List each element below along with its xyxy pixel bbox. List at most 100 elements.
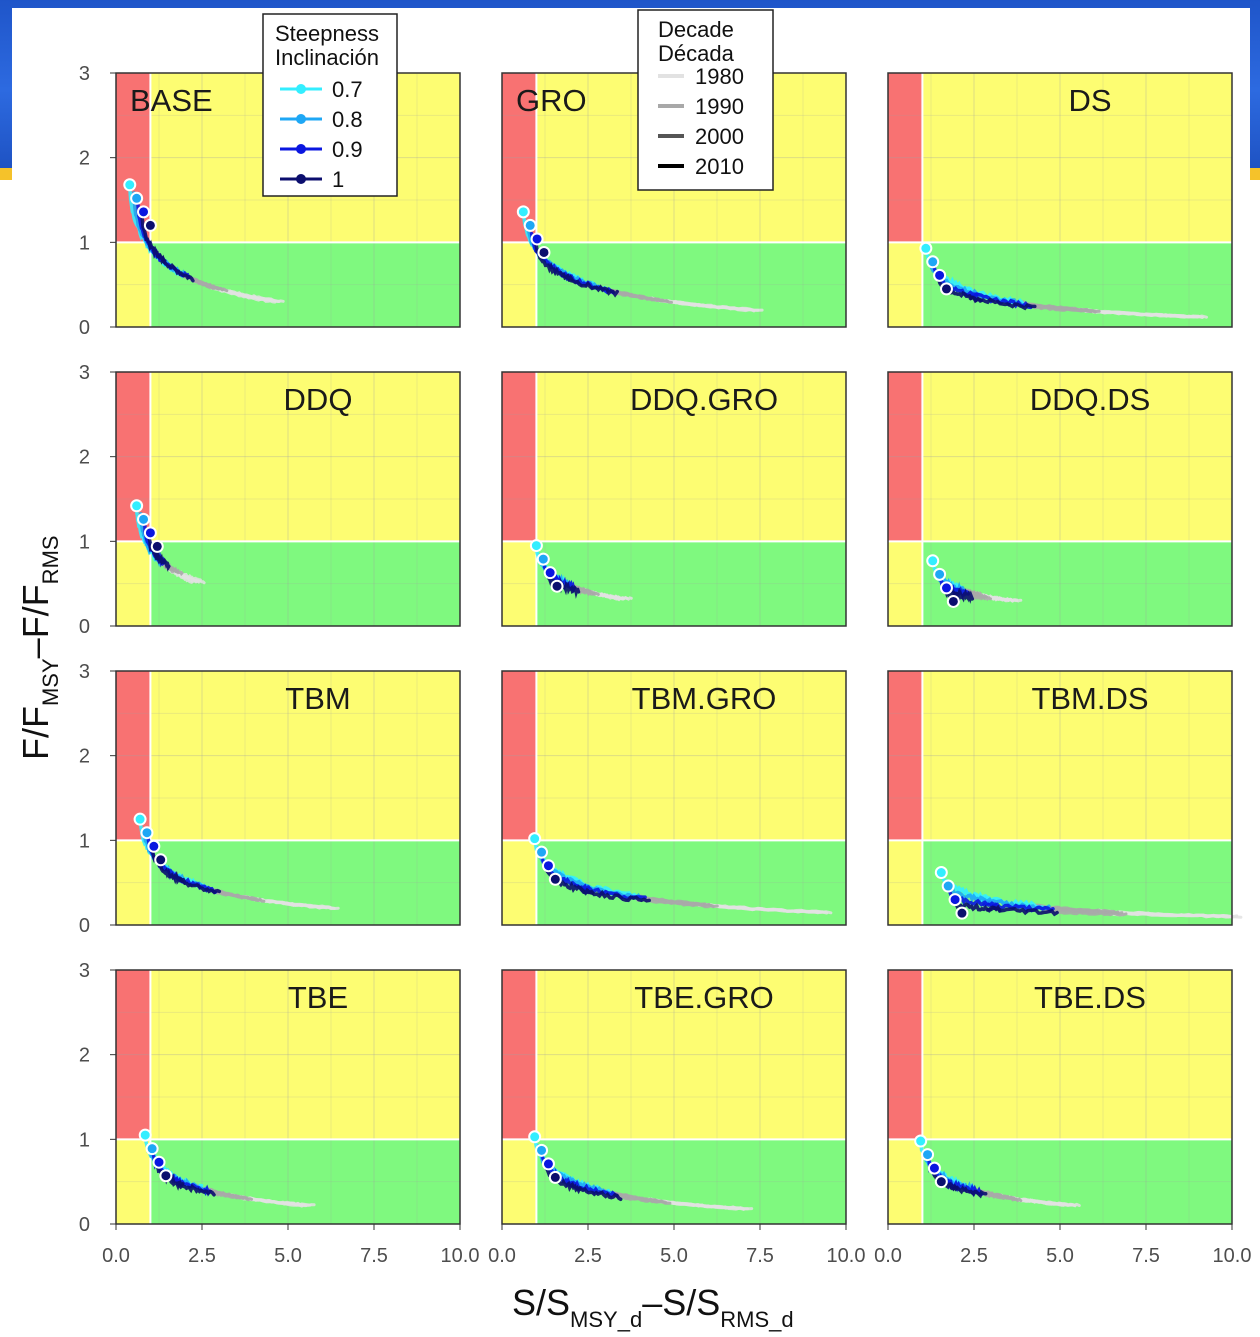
x-tick-label: 5.0 [660, 1245, 688, 1267]
zone-overfished [502, 970, 537, 1140]
panel-ddq-ds: DDQ.DS [887, 371, 1233, 627]
start-point-0.7 [138, 1128, 152, 1142]
x-axis-title-main: S/S [512, 1282, 570, 1323]
y-tick-label: 0 [79, 915, 90, 937]
start-point-0.7 [914, 1134, 928, 1148]
trajectory-1-1980 [701, 903, 833, 915]
x-tick-label: 10.0 [1213, 1245, 1252, 1267]
legend-decade-title-1: Decade [658, 17, 734, 42]
y-axis-title-sub2: RMS [38, 535, 63, 584]
y-tick-label: 2 [79, 148, 90, 170]
start-point-0.8 [941, 879, 955, 893]
start-point-1 [143, 218, 157, 232]
trajectories [123, 178, 285, 304]
panel-ddq-gro: DDQ.GRO [501, 371, 847, 627]
trajectory-1-1990 [210, 889, 266, 903]
start-point-0.7 [516, 205, 530, 219]
legend-steepness-key-point [296, 114, 306, 124]
trajectory-0.8-2010 [943, 881, 994, 905]
zone-healthy [536, 1139, 846, 1224]
y-tick-label: 0 [79, 616, 90, 638]
x-tick-label: 0.0 [874, 1245, 902, 1267]
y-tick-label: 0 [79, 1214, 90, 1236]
legend-steepness-box [262, 13, 398, 197]
start-point-0.7 [133, 812, 147, 826]
start-point-0.9 [147, 839, 161, 853]
svg-text:S/SMSY_d–S/SRMS_d: S/SMSY_d–S/SRMS_d [512, 1282, 794, 1332]
start-point-0.9 [541, 1157, 555, 1171]
start-point-0.9 [143, 526, 157, 540]
trajectory-1-1980 [985, 596, 1023, 603]
start-point-0.7 [919, 241, 933, 255]
legend-steepness-label: 0.7 [332, 77, 363, 102]
start-point-0.9 [933, 268, 947, 282]
start-point-0.8 [137, 512, 151, 526]
zone-overfished [888, 73, 923, 243]
y-axis-title-mid: –F/F [15, 584, 56, 658]
panel-border [887, 371, 1233, 627]
x-axis-title-sub1: MSY_d [570, 1307, 642, 1332]
trajectory-1-1980 [1110, 911, 1243, 919]
trajectories [516, 205, 764, 313]
trajectories [919, 241, 1208, 319]
x-tick-label: 2.5 [188, 1245, 216, 1267]
trajectory-1-1990 [1022, 304, 1101, 314]
start-point-0.7 [528, 832, 542, 846]
x-tick-label: 0.0 [102, 1245, 130, 1267]
panel-title: DDQ.GRO [630, 382, 778, 417]
start-point-0.9 [927, 1161, 941, 1175]
legend-decade-box [637, 9, 774, 191]
y-axis-title: F/FMSY–F/FRMS [15, 535, 63, 760]
trajectory-1-1990 [606, 290, 673, 304]
zone-healthy [922, 242, 1232, 327]
trajectories [914, 1134, 1081, 1208]
panel-tbe: TBE [115, 969, 461, 1225]
zone-overfished [888, 671, 923, 841]
panel-tbm-gro: TBM.GRO [501, 670, 847, 926]
start-point-0.7 [123, 178, 137, 192]
panel-title: BASE [130, 83, 213, 118]
y-tick-label: 0 [79, 317, 90, 339]
trajectory-1-1980 [177, 570, 206, 585]
legend-steepness-title-1: Steepness [275, 21, 379, 46]
start-point-0.8 [535, 1143, 549, 1157]
legend-decade-label: 1990 [695, 94, 744, 119]
trajectory-1-1980 [658, 298, 764, 312]
zone-overfished [888, 970, 923, 1140]
trajectories [138, 1128, 316, 1208]
zone-healthy [150, 541, 460, 626]
panel-border [115, 371, 461, 627]
panel-title: TBE.GRO [634, 980, 774, 1015]
start-point-0.8 [523, 218, 537, 232]
start-point-0.8 [145, 1142, 159, 1156]
y-tick-label: 1 [79, 232, 90, 254]
trajectory-1-2010 [533, 238, 574, 283]
x-tick-label: 7.5 [1132, 1245, 1160, 1267]
legend-steepness-key-point [296, 144, 306, 154]
start-point-0.9 [948, 893, 962, 907]
zone-healthy [150, 840, 460, 925]
start-point-0.8 [536, 552, 550, 566]
panel-border [887, 670, 1233, 926]
start-point-0.9 [137, 205, 151, 219]
panel-title: TBE.DS [1034, 980, 1146, 1015]
start-point-0.9 [939, 581, 953, 595]
legend-decade-label: 1980 [695, 64, 744, 89]
panel-tbe-ds: TBE.DS [887, 969, 1233, 1225]
trajectories [528, 1130, 754, 1211]
legend-steepness: Steepness Inclinación 0.7 0.8 0.9 1 [262, 13, 398, 197]
panel-tbe-gro: TBE.GRO [501, 969, 847, 1225]
x-tick-label: 7.5 [746, 1245, 774, 1267]
trajectories [934, 866, 1243, 920]
x-tick-label: 10.0 [441, 1245, 480, 1267]
y-axis-title-main: F/F [15, 706, 56, 760]
x-tick-label: 2.5 [574, 1245, 602, 1267]
legend-decade-items: 1980 1990 2000 2010 [658, 64, 744, 179]
panel-border [115, 670, 461, 926]
x-axis-title: S/SMSY_d–S/SRMS_d [512, 1282, 794, 1332]
start-point-1 [548, 1170, 562, 1184]
legend-decade: Decade Década 1980 1990 2000 2010 [637, 9, 774, 191]
start-point-1 [537, 245, 551, 259]
legend-steepness-title-2: Inclinación [275, 45, 379, 70]
